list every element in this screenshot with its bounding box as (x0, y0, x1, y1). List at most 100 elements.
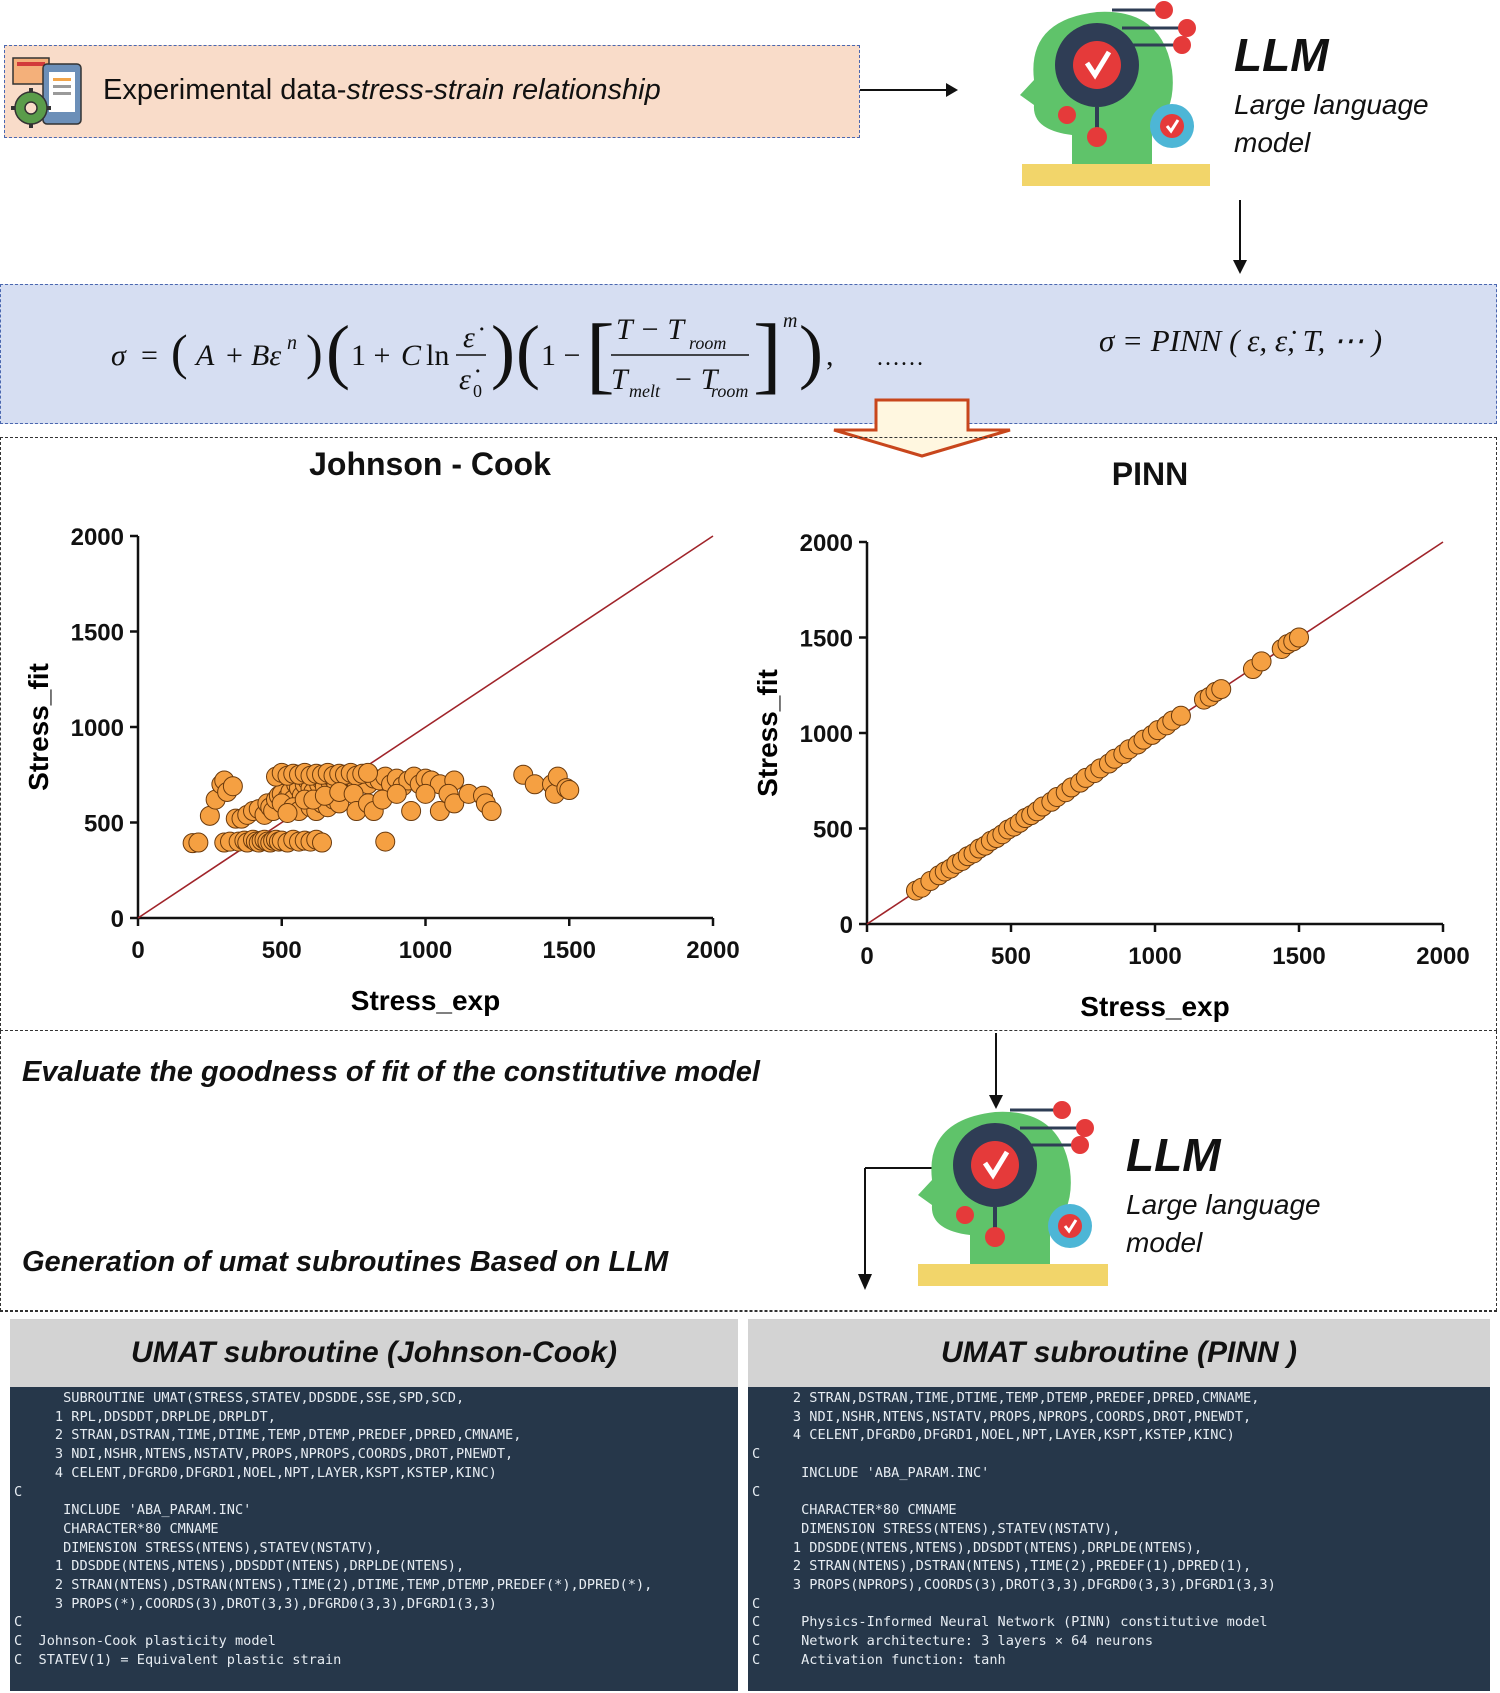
svg-text:− T: − T (673, 363, 720, 396)
data-point (188, 832, 209, 853)
data-point (1211, 679, 1232, 700)
svg-text:1 +: 1 + (351, 339, 390, 372)
jc-plot-title: Johnson - Cook (309, 446, 551, 482)
svg-text:(: ( (326, 311, 350, 391)
data-point (222, 776, 243, 797)
x-tick-label: 1000 (1128, 943, 1181, 970)
svg-text:n: n (287, 332, 297, 354)
llm-top-title: LLM (1234, 29, 1329, 81)
y-tick-label: 500 (813, 817, 853, 844)
svg-text:m: m (783, 310, 797, 332)
y-tick-label: 0 (840, 912, 853, 939)
data-point (312, 832, 332, 853)
x-tick-label: 0 (131, 937, 144, 964)
svg-text:+: + (226, 339, 243, 372)
svg-text:=: = (141, 339, 158, 372)
arrow-input-to-llm (860, 83, 958, 97)
pinn-plot-title: PINN (1111, 456, 1189, 492)
hollow-down-arrow (833, 398, 1011, 458)
svg-text:[: [ (586, 306, 615, 402)
svg-text:melt: melt (629, 381, 661, 401)
data-point (524, 774, 545, 795)
svg-text:(: ( (516, 311, 540, 391)
x-tick-label: 500 (262, 937, 302, 964)
llm-head-icon-mid (918, 1101, 1108, 1286)
y-tick-label: 1000 (71, 715, 124, 742)
svg-text:]: ] (753, 306, 782, 402)
svg-text:(: ( (171, 324, 188, 380)
umat-jc-panel: UMAT subroutine (Johnson-Cook) SUBROUTIN… (10, 1319, 738, 1691)
svg-text:0: 0 (473, 381, 482, 401)
svg-text:,: , (826, 339, 834, 372)
svg-text:): ) (799, 311, 823, 391)
svg-text:T − T: T − T (616, 313, 686, 346)
evaluate-step-text: Evaluate the goodness of fit of the cons… (22, 1056, 760, 1088)
input-label: Experimental data-stress-strain relation… (103, 74, 661, 106)
llm-top-subtitle: Large language model (1234, 86, 1429, 162)
x-tick-label: 2000 (1416, 943, 1469, 970)
x-axis-title: Stress_exp (1080, 991, 1229, 1022)
x-tick-label: 2000 (686, 937, 739, 964)
johnson-cook-equation: σ = ( A + Bε n ) ( 1 + C ln ε̇ ε̇ 0 ) ( … (111, 306, 924, 402)
data-point (1289, 627, 1309, 648)
llm-top-subtitle-line1: Large language (1234, 89, 1429, 120)
svg-text:Bε: Bε (251, 339, 281, 372)
x-tick-label: 0 (860, 943, 873, 970)
svg-text:room: room (711, 381, 748, 401)
llm-head-icon (1020, 1, 1210, 186)
x-tick-label: 1500 (543, 937, 596, 964)
svg-text:room: room (689, 333, 726, 353)
y-axis-title: Stress_fit (752, 669, 783, 797)
llm-mid-title: LLM (1126, 1129, 1221, 1181)
data-point (1170, 705, 1191, 726)
x-tick-label: 1000 (399, 937, 452, 964)
svg-text:ε̇: ε̇ (463, 321, 484, 354)
svg-text:1 −: 1 − (541, 339, 580, 372)
input-box: Experimental data-stress-strain relation… (4, 45, 860, 138)
y-axis-title: Stress_fit (23, 663, 54, 791)
arrow-llm-to-code (858, 1167, 933, 1290)
umat-pinn-header: UMAT subroutine (PINN ) (748, 1319, 1490, 1387)
plots-frame (0, 437, 1497, 1031)
data-point (401, 801, 422, 822)
data-point (444, 793, 465, 814)
llm-top-subtitle-line2: model (1234, 127, 1311, 158)
y-tick-label: 2000 (71, 524, 124, 551)
data-point (415, 783, 436, 804)
x-axis-title: Stress_exp (351, 985, 500, 1016)
data-point (481, 801, 502, 822)
x-tick-label: 1500 (1272, 943, 1325, 970)
data-point (277, 802, 298, 823)
x-tick-label: 500 (991, 943, 1031, 970)
reference-diagonal-line (137, 535, 714, 919)
svg-text:A: A (194, 339, 215, 372)
data-point (386, 783, 407, 804)
pinn-equation: σ = PINN ( ε, ε̇, T, ⋯ ) (1099, 323, 1383, 358)
y-tick-label: 1000 (800, 721, 853, 748)
svg-text:T: T (611, 363, 630, 396)
llm-mid-subtitle-line1: Large language (1126, 1189, 1321, 1220)
jc-scatter-plot: 0 500 1000 1500 2000 0 500 1000 1500 2000 Stress_e… (23, 524, 740, 1016)
data-gear-icon (11, 57, 82, 128)
data-point (358, 762, 378, 783)
y-tick-label: 1500 (800, 626, 853, 653)
code-frame (0, 1311, 1497, 1693)
umat-pinn-code: 2 STRAN,DSTRAN,TIME,DTIME,TEMP,DTEMP,PRE… (752, 1390, 1276, 1668)
svg-text:): ) (491, 311, 515, 391)
svg-text:C: C (401, 339, 422, 372)
umat-pinn-panel: UMAT subroutine (PINN ) 2 STRAN,DSTRAN,T… (748, 1319, 1490, 1691)
y-tick-label: 1500 (71, 620, 124, 647)
y-tick-label: 500 (84, 811, 124, 838)
arrow-plots-to-llm (989, 1033, 1003, 1109)
llm-mid-subtitle: Large language model (1126, 1186, 1321, 1262)
y-tick-label: 2000 (800, 530, 853, 557)
data-point (559, 780, 580, 801)
arrow-llm-to-equations (1233, 200, 1247, 274)
data-point (375, 831, 396, 852)
llm-mid-subtitle-line2: model (1126, 1227, 1203, 1258)
umat-jc-header: UMAT subroutine (Johnson-Cook) (10, 1319, 738, 1387)
svg-text:ln: ln (426, 339, 449, 372)
data-point (1251, 651, 1272, 672)
equation-band: σ = ( A + Bε n ) ( 1 + C ln ε̇ ε̇ 0 ) ( … (0, 284, 1497, 424)
mid-frame (0, 1031, 1497, 1311)
